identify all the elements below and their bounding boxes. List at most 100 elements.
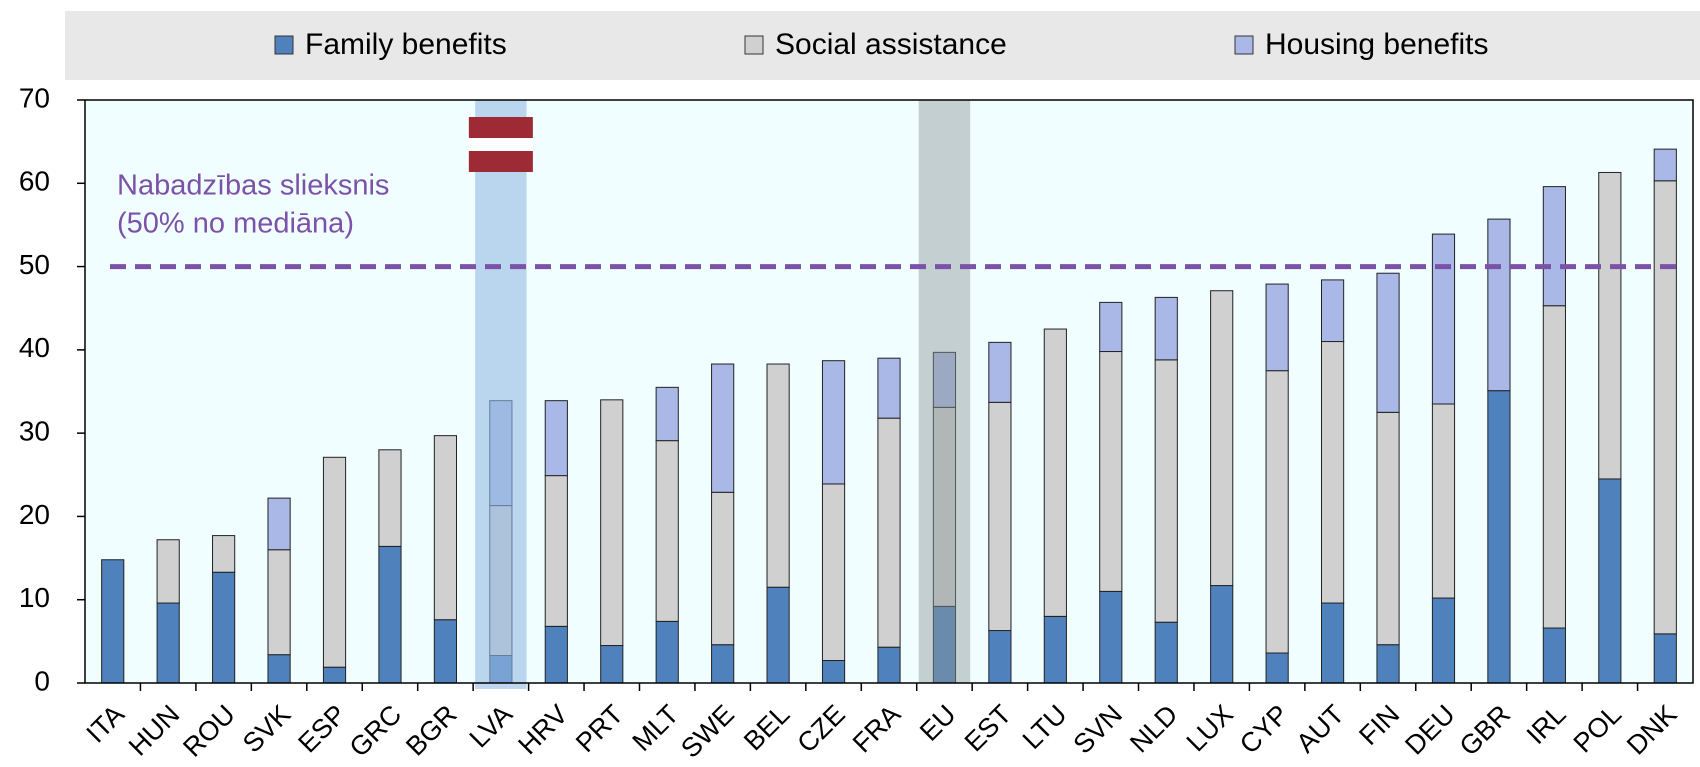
x-tick-label: EU xyxy=(914,699,962,747)
x-tick-label: EST xyxy=(959,699,1017,757)
legend-label: Housing benefits xyxy=(1265,28,1488,61)
bar-segment xyxy=(1376,644,1400,684)
flag-mid xyxy=(468,138,533,151)
bar-segment xyxy=(766,586,790,684)
x-tick-label: PRT xyxy=(570,699,629,758)
bar-segment xyxy=(821,360,846,485)
x-tick-label: LTU xyxy=(1017,699,1073,755)
y-tick-label: 50 xyxy=(19,249,50,280)
bar-segment xyxy=(600,399,624,647)
bar-segment xyxy=(1265,283,1289,372)
highlight-band xyxy=(918,100,971,683)
y-tick-label: 30 xyxy=(19,416,50,447)
bar-segment xyxy=(1431,597,1456,684)
legend-swatch xyxy=(744,35,764,55)
bar-segment xyxy=(433,435,458,621)
legend-band xyxy=(65,11,1700,80)
bar-segment xyxy=(877,646,901,684)
bar-segment xyxy=(1154,359,1178,623)
x-tick-label: AUT xyxy=(1290,699,1349,758)
bar-segment xyxy=(544,625,568,684)
bar-segment xyxy=(378,545,402,684)
x-tick-label: LUX xyxy=(1181,699,1239,757)
x-tick-label: ROU xyxy=(177,699,241,763)
bar-segment xyxy=(267,654,291,684)
bar-segment xyxy=(1043,615,1067,684)
legend-label: Social assistance xyxy=(775,28,1007,61)
bar-segment xyxy=(212,571,236,684)
bar-segment xyxy=(1154,621,1178,684)
y-tick-label: 40 xyxy=(19,332,50,363)
legend-swatch xyxy=(1234,35,1254,55)
x-tick-label: HUN xyxy=(123,699,186,762)
bar-segment xyxy=(1431,233,1456,405)
bar-segment xyxy=(267,549,291,656)
x-tick-label: SVN xyxy=(1068,699,1128,759)
highlight-band xyxy=(475,100,527,689)
bar-segment xyxy=(1265,652,1289,684)
bar-segment xyxy=(1320,341,1345,604)
bar-segment xyxy=(1542,186,1566,307)
bar-segment xyxy=(267,497,291,551)
bar-segment xyxy=(1487,218,1511,392)
x-tick-label: MLT xyxy=(627,699,685,757)
x-tick-label: LVA xyxy=(464,699,518,753)
bar-segment xyxy=(1210,585,1234,684)
bar-segment xyxy=(821,483,846,662)
bar-segment xyxy=(378,449,402,547)
bar-segment xyxy=(1265,370,1289,654)
bar-segment xyxy=(1542,627,1566,684)
bar-segment xyxy=(877,357,901,419)
bar-segment xyxy=(655,440,679,622)
bar-segment xyxy=(1431,403,1456,599)
bar-segment xyxy=(433,619,458,684)
x-tick-label: FRA xyxy=(847,699,906,758)
bar-segment xyxy=(821,660,846,684)
x-tick-label: BGR xyxy=(400,699,463,762)
bar-segment xyxy=(988,341,1012,403)
bar-segment xyxy=(1653,633,1677,684)
bar-segment xyxy=(1598,171,1622,480)
x-tick-label: POL xyxy=(1568,699,1627,758)
x-tick-label: BEL xyxy=(738,699,795,756)
x-tick-label: SVK xyxy=(237,699,296,758)
threshold-label: Nabadzības slieksnis xyxy=(117,170,389,202)
bar-segment xyxy=(1598,478,1622,684)
bar-segment xyxy=(655,620,679,684)
bar-segment xyxy=(212,535,236,573)
bar-segment xyxy=(932,351,957,408)
bar-segment xyxy=(711,644,735,684)
y-tick-label: 0 xyxy=(34,665,50,696)
x-tick-label: ESP xyxy=(292,699,351,758)
bar-segment xyxy=(988,401,1012,632)
x-tick-label: FIN xyxy=(1353,699,1405,751)
threshold-label: (50% no mediāna) xyxy=(117,208,354,240)
bar-segment xyxy=(156,602,180,684)
bar-segment xyxy=(1376,272,1400,413)
x-tick-label: GBR xyxy=(1454,699,1517,762)
bar-segment xyxy=(711,491,735,646)
bar-segment xyxy=(1210,290,1234,587)
bar-segment xyxy=(1099,351,1123,592)
x-tick-label: CZE xyxy=(791,699,850,758)
bar-segment xyxy=(544,400,568,477)
bar-segment xyxy=(1154,296,1178,361)
y-tick-label: 70 xyxy=(19,82,50,113)
x-tick-label: HRV xyxy=(512,699,573,760)
bar-segment xyxy=(600,645,624,684)
bar-segment xyxy=(1653,180,1677,635)
bar-segment xyxy=(156,539,180,604)
bar-segment xyxy=(322,666,347,684)
bar-segment xyxy=(877,417,901,648)
bar-segment xyxy=(1320,279,1345,343)
plot-border xyxy=(84,99,1694,684)
x-tick-label: SWE xyxy=(675,699,740,764)
flag-top xyxy=(468,117,533,138)
bar-segment xyxy=(988,630,1012,684)
bar-segment xyxy=(1542,305,1566,629)
bar-segment xyxy=(655,386,679,442)
legend-label: Family benefits xyxy=(305,28,507,61)
bar-segment xyxy=(101,559,125,684)
